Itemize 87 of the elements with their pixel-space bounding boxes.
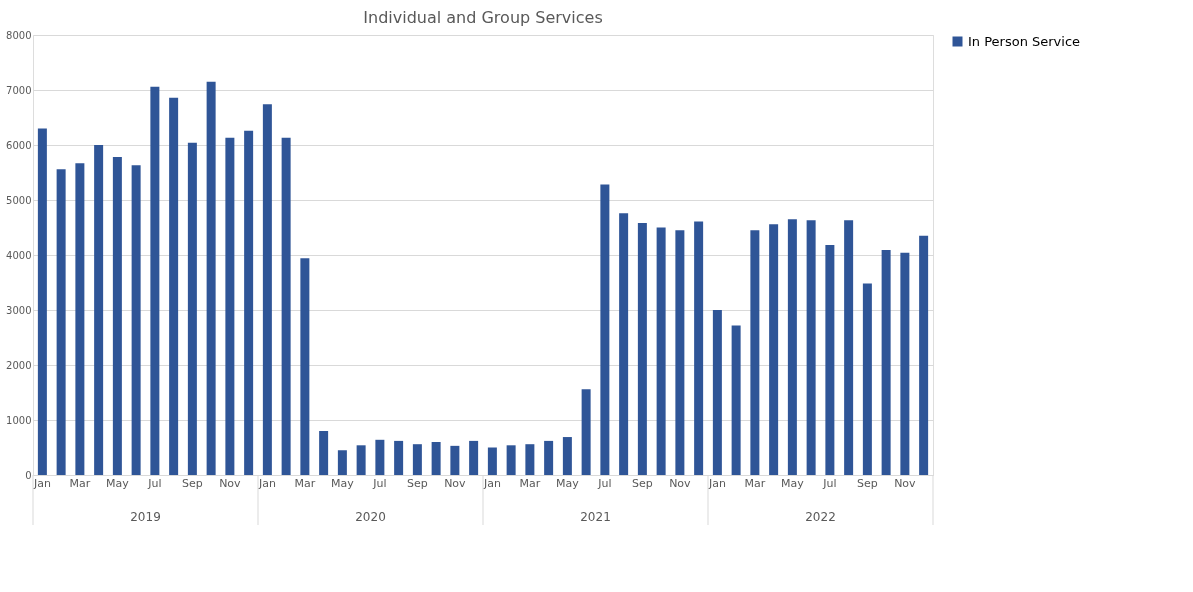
y-tick-label: 3000: [6, 304, 32, 316]
bar: [469, 440, 479, 475]
x-tick-label: Jul: [597, 476, 612, 490]
bar: [37, 128, 47, 475]
x-tick-label: Jul: [372, 476, 387, 490]
x-tick-label: Sep: [407, 476, 428, 490]
y-tick-label: 8000: [6, 29, 32, 41]
bar: [562, 437, 572, 475]
x-tick-label: Nov: [669, 476, 692, 490]
x-tick-label: Sep: [857, 476, 878, 490]
x-tick-label: Jan: [482, 476, 501, 490]
bar: [319, 431, 329, 475]
bar: [169, 97, 179, 475]
bar: [675, 230, 685, 475]
y-tick-label: 5000: [6, 194, 32, 206]
x-tick-label: Jan: [707, 476, 726, 490]
text: 2019: [130, 510, 161, 524]
chart-title: Individual and Group Services: [363, 8, 603, 27]
bar: [919, 235, 929, 475]
bar: [394, 440, 404, 475]
bar: [769, 224, 779, 475]
bar: [225, 137, 235, 475]
x-tick-label: Jul: [147, 476, 162, 490]
y-tick-label: 2000: [6, 359, 32, 371]
bar: [712, 310, 722, 475]
x-tick-label: May: [331, 476, 355, 490]
bar: [619, 213, 629, 475]
bar: [506, 445, 516, 475]
bar: [525, 444, 535, 475]
x-tick-label: Jan: [32, 476, 51, 490]
x-tick-label: Mar: [69, 476, 91, 490]
y-tick-label: 7000: [6, 84, 32, 96]
bar: [300, 258, 310, 475]
bar: [581, 389, 591, 475]
bar: [431, 442, 441, 475]
text: 2021: [580, 510, 611, 524]
bar: [694, 221, 704, 475]
bar: [862, 283, 872, 475]
bar: [487, 447, 497, 475]
x-tick-label: Jan: [257, 476, 276, 490]
x-tick-label: Mar: [519, 476, 541, 490]
x-tick-label: May: [106, 476, 130, 490]
bar: [825, 245, 835, 475]
bar: [75, 163, 85, 475]
bar: [206, 81, 216, 475]
x-tick-label: Sep: [182, 476, 203, 490]
x-tick-label: Nov: [444, 476, 467, 490]
legend-label: In Person Service: [968, 33, 1081, 49]
bar: [244, 130, 254, 475]
bar: [750, 230, 760, 475]
bar: [656, 227, 666, 475]
text: 2022: [805, 510, 836, 524]
x-tick-label: Nov: [219, 476, 242, 490]
bar: [731, 325, 741, 475]
x-tick-label: May: [781, 476, 805, 490]
bar: [356, 445, 366, 475]
bar: [881, 250, 891, 475]
bar: [262, 104, 272, 475]
bar: [112, 157, 122, 475]
bar: [150, 86, 160, 475]
x-tick-label: May: [556, 476, 580, 490]
x-tick-label: Sep: [632, 476, 653, 490]
text: 2020: [355, 510, 386, 524]
bar: [187, 142, 197, 475]
bar: [337, 450, 347, 475]
bar: [787, 219, 797, 475]
bar: [900, 252, 910, 475]
bar: [637, 223, 647, 475]
y-tick-label: 1000: [6, 414, 32, 426]
y-tick-label: 4000: [6, 249, 32, 261]
bar: [56, 169, 66, 475]
bar: [131, 165, 141, 475]
x-tick-label: Jul: [822, 476, 837, 490]
x-tick-label: Mar: [744, 476, 766, 490]
bar: [375, 439, 385, 475]
bar: [450, 445, 460, 475]
bar: [94, 145, 104, 475]
x-tick-label: Nov: [894, 476, 917, 490]
bar: [806, 220, 816, 475]
y-tick-label: 0: [25, 469, 32, 481]
bar: [600, 184, 610, 475]
bar: [281, 137, 291, 475]
bar: [544, 440, 554, 475]
bar: [412, 444, 422, 475]
y-tick-label: 6000: [6, 139, 32, 151]
bar: [844, 220, 854, 475]
x-tick-label: Mar: [294, 476, 316, 490]
